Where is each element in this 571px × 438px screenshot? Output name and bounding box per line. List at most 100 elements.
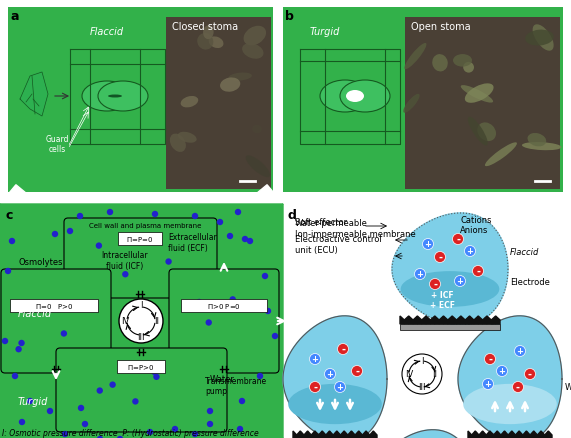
Polygon shape: [457, 316, 461, 324]
Ellipse shape: [525, 31, 554, 46]
Text: $\Pi$=0   P>0: $\Pi$=0 P>0: [35, 302, 73, 311]
Polygon shape: [487, 316, 491, 324]
Polygon shape: [448, 316, 452, 324]
Polygon shape: [435, 316, 439, 324]
Polygon shape: [344, 431, 348, 438]
Ellipse shape: [465, 84, 493, 103]
Bar: [400, 324, 500, 330]
Polygon shape: [465, 316, 469, 324]
Polygon shape: [482, 431, 486, 438]
Circle shape: [151, 369, 158, 375]
Polygon shape: [355, 431, 359, 438]
Text: Cations: Cations: [460, 215, 492, 225]
Polygon shape: [348, 431, 351, 438]
Polygon shape: [461, 316, 465, 324]
Text: Extracellular
fluid (ECF): Extracellular fluid (ECF): [168, 233, 217, 252]
Polygon shape: [444, 316, 448, 324]
Polygon shape: [0, 185, 299, 438]
Circle shape: [337, 344, 348, 355]
Polygon shape: [329, 431, 333, 438]
Bar: [181, 299, 267, 312]
Circle shape: [464, 246, 476, 257]
Text: +: +: [424, 240, 432, 249]
Polygon shape: [413, 316, 417, 324]
Polygon shape: [0, 205, 283, 321]
Polygon shape: [300, 431, 304, 438]
Ellipse shape: [463, 384, 557, 424]
Text: Anions: Anions: [460, 226, 488, 234]
Polygon shape: [366, 431, 369, 438]
Bar: [118, 233, 162, 245]
FancyBboxPatch shape: [56, 348, 227, 432]
Text: +: +: [485, 380, 492, 389]
Circle shape: [207, 421, 213, 427]
Polygon shape: [482, 316, 487, 324]
Text: Flaccid: Flaccid: [90, 27, 124, 37]
Ellipse shape: [522, 143, 561, 151]
Ellipse shape: [197, 34, 214, 50]
Ellipse shape: [220, 78, 240, 92]
Circle shape: [61, 331, 67, 337]
Polygon shape: [501, 431, 505, 438]
Circle shape: [352, 366, 363, 377]
Polygon shape: [0, 185, 299, 438]
Circle shape: [147, 429, 153, 435]
Text: Open stoma: Open stoma: [411, 22, 471, 32]
Circle shape: [2, 338, 8, 344]
Polygon shape: [340, 431, 344, 438]
Polygon shape: [409, 316, 413, 324]
Polygon shape: [505, 431, 508, 438]
Text: -: -: [355, 366, 359, 376]
Circle shape: [485, 354, 496, 365]
Circle shape: [96, 243, 102, 249]
Text: +: +: [416, 270, 424, 279]
Text: Turgid: Turgid: [310, 27, 340, 37]
Text: +: +: [498, 367, 505, 376]
Polygon shape: [0, 205, 141, 438]
Ellipse shape: [528, 134, 546, 147]
Polygon shape: [534, 431, 537, 438]
Text: -: -: [313, 382, 317, 392]
Polygon shape: [426, 316, 431, 324]
Text: Flaccid: Flaccid: [510, 247, 540, 256]
Circle shape: [514, 346, 525, 357]
Polygon shape: [315, 431, 319, 438]
Ellipse shape: [242, 44, 263, 60]
Ellipse shape: [170, 134, 186, 152]
Polygon shape: [319, 431, 322, 438]
Circle shape: [47, 408, 53, 414]
Text: + ECF: + ECF: [429, 300, 455, 309]
Text: + ICF: + ICF: [431, 290, 453, 299]
Polygon shape: [519, 431, 523, 438]
Circle shape: [265, 308, 271, 314]
Text: Water: Water: [210, 374, 235, 383]
Circle shape: [230, 297, 236, 303]
Bar: [166, 18, 271, 190]
Text: -: -: [438, 252, 442, 262]
Text: Guard
cells: Guard cells: [45, 134, 69, 154]
Circle shape: [257, 373, 263, 379]
Ellipse shape: [533, 25, 554, 52]
Ellipse shape: [228, 73, 252, 81]
Text: $\Pi$=P>0: $\Pi$=P>0: [127, 363, 155, 372]
Polygon shape: [351, 431, 355, 438]
Circle shape: [117, 436, 123, 438]
FancyBboxPatch shape: [64, 219, 217, 298]
Polygon shape: [337, 431, 340, 438]
Circle shape: [18, 340, 25, 346]
Text: a: a: [10, 10, 18, 23]
Circle shape: [309, 381, 320, 392]
Circle shape: [452, 234, 464, 245]
Text: II: II: [155, 317, 159, 326]
Polygon shape: [400, 316, 404, 324]
Polygon shape: [363, 431, 366, 438]
Bar: [117, 360, 165, 373]
Text: -: -: [516, 382, 520, 392]
Ellipse shape: [203, 26, 214, 40]
Ellipse shape: [320, 81, 370, 113]
Polygon shape: [359, 431, 363, 438]
Circle shape: [472, 266, 484, 277]
Polygon shape: [523, 431, 526, 438]
Circle shape: [9, 238, 15, 245]
Ellipse shape: [244, 27, 266, 46]
